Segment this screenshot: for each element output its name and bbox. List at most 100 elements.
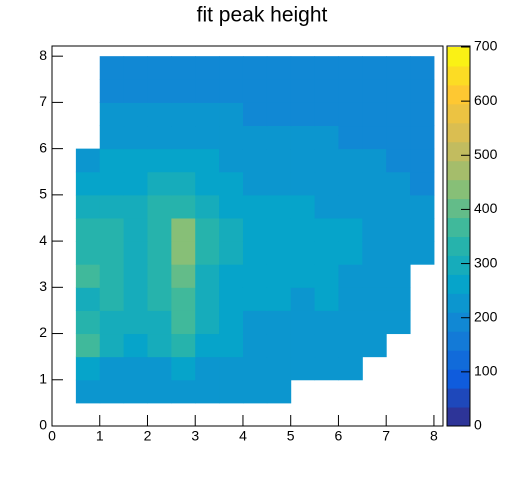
heatmap-cell [147,148,172,173]
heatmap-cell [242,102,268,127]
heatmap-cell [266,310,292,335]
heatmap-cell [171,333,196,358]
colorbar-band [447,122,470,143]
heatmap-cell [219,379,244,404]
colorbar-band [447,84,470,105]
heatmap-cell [147,379,172,404]
heatmap-cell [171,310,196,335]
heatmap-cell [171,56,196,80]
heatmap-cell [219,171,244,196]
heatmap-cell [338,125,363,150]
heatmap-cell [362,56,387,80]
heatmap-cell [219,241,244,265]
heatmap-cell [195,333,220,358]
heatmap-cell [338,217,363,242]
heatmap-cell [362,241,387,265]
heatmap-cell [75,356,101,381]
heatmap-cell [147,241,172,265]
heatmap-cell [123,333,148,358]
heatmap-cell [99,379,125,404]
heatmap-cell [171,148,196,173]
heatmap-cell [219,102,244,127]
heatmap-cell [171,79,196,103]
heatmap-cell [314,333,339,358]
heatmap-cell [266,264,292,288]
heatmap-cell [219,148,244,173]
heatmap-cell [195,102,220,127]
heatmap-cell [410,171,435,196]
heatmap-cell [242,333,268,358]
heatmap-cell [314,241,339,265]
colorbar-band [447,160,470,181]
colorbar-band [447,312,470,332]
x-tick-label: 5 [287,428,295,444]
heatmap-cell [266,79,292,103]
heatmap-cell [171,264,196,288]
heatmap-cell [147,333,172,358]
heatmap-cell [362,217,387,242]
heatmap-cell [147,217,172,242]
x-tick-label: 3 [191,428,199,444]
heatmap-cell [410,217,435,242]
heatmap-cell [99,56,125,80]
heatmap-cell [314,125,339,150]
heatmap-cell [99,148,125,173]
heatmap-cell [75,333,101,358]
heatmap-cell [386,310,411,335]
heatmap-cell [242,287,268,311]
heatmap-cell [242,194,268,219]
heatmap-cell [266,241,292,265]
heatmap-cell [171,125,196,150]
heatmap-cell [338,333,363,358]
heatmap-cell [75,287,101,311]
heatmap-cell [338,264,363,288]
heatmap-cell [266,379,292,404]
heatmap-cell [195,148,220,173]
heatmap-cell [410,194,435,219]
heatmap-cell [386,241,411,265]
heatmap-cell [195,264,220,288]
y-tick-label: 7 [39,93,47,109]
heatmap-cell [314,79,339,103]
heatmap-cell [410,102,435,127]
heatmap-cell [362,310,387,335]
heatmap-cell [99,171,125,196]
heatmap-cell [123,287,148,311]
heatmap-cell [123,310,148,335]
heatmap-cell [266,102,292,127]
heatmap-cell [338,194,363,219]
heatmap-cell [147,102,172,127]
heatmap-cell [123,241,148,265]
heatmap-cell [242,264,268,288]
colorbar-band [447,198,470,219]
heatmap-cell [147,56,172,80]
heatmap-cell [242,56,268,80]
heatmap-cell [362,264,387,288]
colorbar-band [447,255,470,275]
colorbar-tick-label: 0 [474,417,482,433]
heatmap-cell [171,171,196,196]
plot-frame [51,45,444,427]
heatmap-cell [219,125,244,150]
heatmap-cell [99,241,125,265]
colorbar-tick-label: 200 [474,308,498,324]
heatmap-cell [386,79,411,103]
heatmap-cell [75,379,101,404]
y-tick-label: 3 [39,278,47,294]
heatmap-cell [266,287,292,311]
heatmap-cell [290,333,316,358]
colorbar-band [447,47,470,67]
heatmap-cell [123,148,148,173]
chart-title: fit peak height [197,4,328,27]
heatmap-cell [338,148,363,173]
heatmap-cell [314,310,339,335]
heatmap-cell [99,79,125,103]
heatmap-cell [147,125,172,150]
heatmap-cell [338,310,363,335]
heatmap-cell [338,287,363,311]
heatmap-cell [99,264,125,288]
heatmap-cell [123,102,148,127]
heatmap-cell [147,171,172,196]
heatmap-cell [266,171,292,196]
heatmap-cell [219,310,244,335]
